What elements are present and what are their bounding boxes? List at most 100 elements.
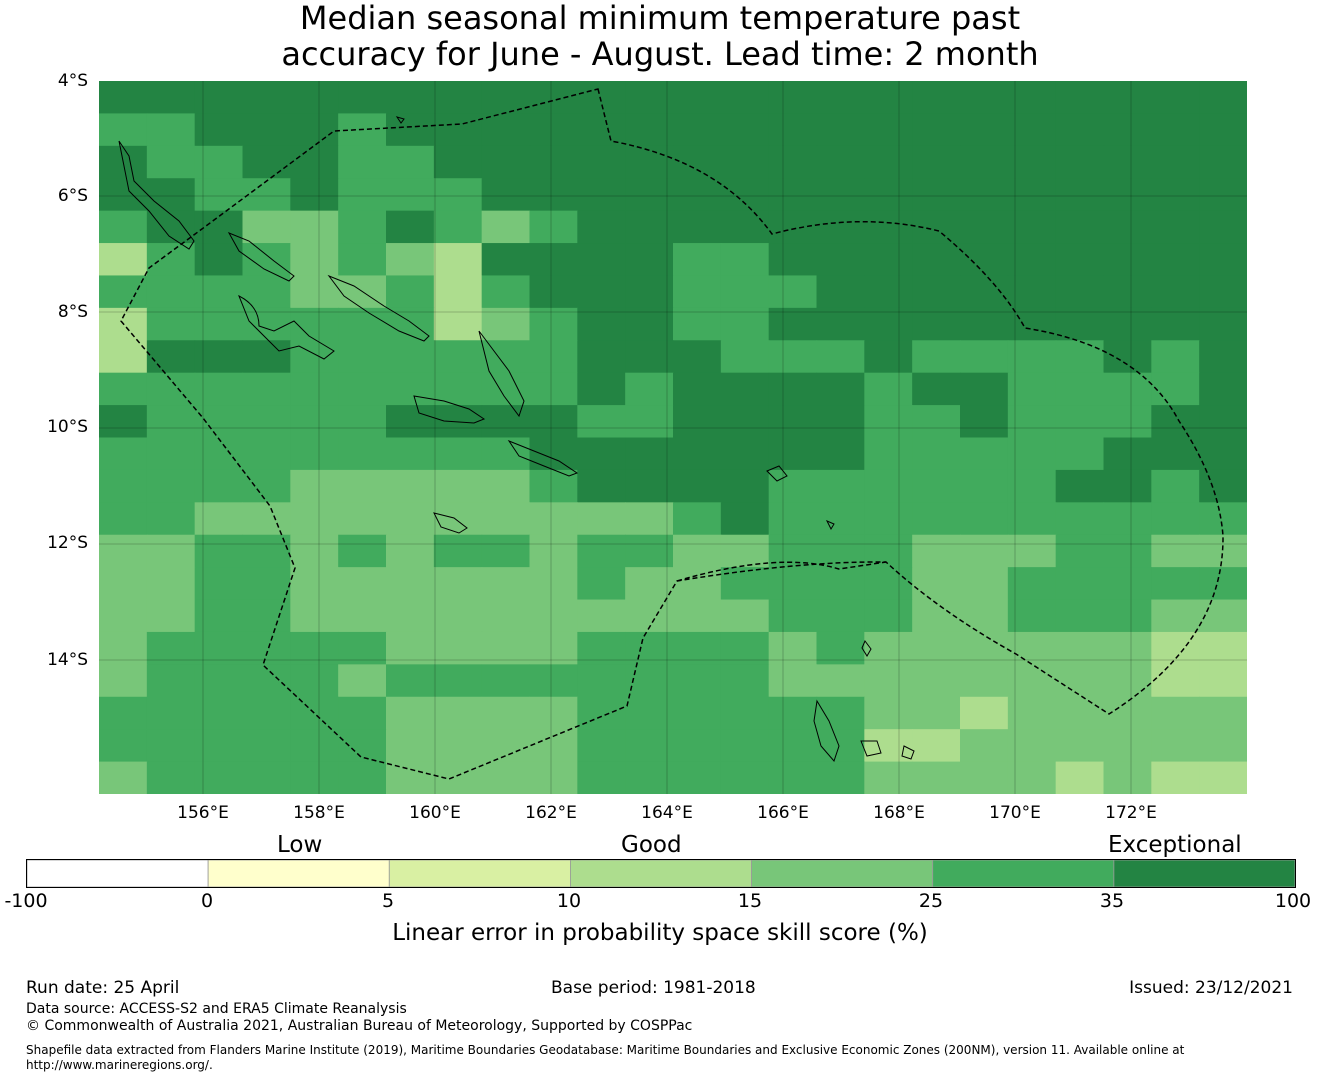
skill-cell <box>768 145 818 179</box>
lon-label-172e: 172°E <box>1105 803 1157 823</box>
skill-cell <box>1055 696 1105 730</box>
skill-cell <box>960 178 1009 212</box>
skill-cell <box>290 178 339 212</box>
colorbar-tick: 15 <box>737 890 763 912</box>
skill-cell <box>1055 113 1105 147</box>
skill-cell <box>338 696 387 730</box>
skill-cell <box>816 178 865 212</box>
skill-cell <box>338 631 387 665</box>
skill-cell <box>1151 210 1200 244</box>
skill-cell <box>433 567 483 601</box>
skill-cell <box>912 469 961 503</box>
choiseul-island <box>227 232 295 282</box>
skill-cell <box>816 307 865 341</box>
skill-cell <box>864 178 913 212</box>
skill-cell <box>99 405 148 439</box>
skill-cell <box>960 145 1009 179</box>
skill-cell <box>242 372 291 406</box>
skill-cell <box>386 761 435 794</box>
skill-cell <box>720 469 770 503</box>
skill-cell <box>1007 145 1057 179</box>
skill-cell <box>529 340 578 374</box>
island-outlines <box>118 116 915 762</box>
skill-cell <box>768 631 818 665</box>
skill-cell <box>433 437 483 471</box>
colorbar-tick: 100 <box>1274 890 1312 912</box>
skill-cell <box>673 664 722 698</box>
skill-cell <box>481 534 531 568</box>
skill-cell <box>99 631 148 665</box>
skill-cell <box>912 437 961 471</box>
skill-cell <box>481 631 531 665</box>
colorbar-segments <box>26 859 1296 888</box>
skill-cell <box>673 761 722 794</box>
lon-label-168e: 168°E <box>873 803 925 823</box>
skill-cell <box>338 210 387 244</box>
skill-cell <box>1151 145 1200 179</box>
skill-cell <box>529 178 578 212</box>
skill-cell <box>338 534 387 568</box>
skill-cell <box>1007 567 1057 601</box>
shapefile-credit-line-1: Shapefile data extracted from Flanders M… <box>26 1043 1185 1057</box>
skill-cell <box>1055 372 1105 406</box>
skill-cell <box>1199 599 1247 633</box>
skill-cell <box>625 696 674 730</box>
skill-cell <box>625 567 674 601</box>
skill-cell <box>1055 567 1105 601</box>
skill-cell <box>673 696 722 730</box>
skill-cell <box>529 145 578 179</box>
skill-cell <box>864 307 913 341</box>
skill-cell <box>194 761 244 794</box>
skill-cell <box>912 178 961 212</box>
skill-cell <box>99 664 148 698</box>
skill-cell <box>577 243 626 277</box>
skill-cell <box>673 307 722 341</box>
skill-cell <box>481 567 531 601</box>
skill-cell <box>290 340 339 374</box>
skill-cell <box>625 178 674 212</box>
skill-cell <box>290 729 339 763</box>
skill-cell <box>1055 599 1105 633</box>
skill-cell <box>1103 729 1152 763</box>
skill-cell <box>146 437 196 471</box>
skill-cell <box>290 372 339 406</box>
skill-cell <box>1055 664 1105 698</box>
skill-cell <box>960 307 1009 341</box>
skill-cell <box>816 113 865 147</box>
skill-cell <box>720 631 770 665</box>
skill-cell <box>146 243 196 277</box>
skill-cell <box>864 81 913 115</box>
skill-cell <box>242 502 291 536</box>
skill-cell <box>577 405 626 439</box>
skill-cell <box>481 761 531 794</box>
skill-cell <box>720 534 770 568</box>
colorbar-segment <box>388 859 571 888</box>
skill-cell <box>481 178 531 212</box>
skill-cell <box>1055 178 1105 212</box>
skill-cell <box>720 437 770 471</box>
skill-cell <box>242 340 291 374</box>
skill-cell <box>1199 567 1247 601</box>
skill-cell <box>816 372 865 406</box>
skill-cell <box>386 275 435 309</box>
skill-cell <box>99 372 148 406</box>
skill-cell <box>673 599 722 633</box>
skill-cell <box>386 567 435 601</box>
skill-cell <box>720 275 770 309</box>
skill-cell <box>99 534 148 568</box>
skill-cell <box>720 729 770 763</box>
skill-cell <box>816 729 865 763</box>
skill-cell <box>864 372 913 406</box>
skill-cell <box>146 567 196 601</box>
skill-cell <box>242 405 291 439</box>
skill-cell <box>386 243 435 277</box>
skill-cell <box>1151 372 1200 406</box>
skill-cell <box>194 696 244 730</box>
skill-cell <box>864 567 913 601</box>
skill-cell <box>1055 502 1105 536</box>
skill-cell <box>1055 307 1105 341</box>
skill-cell <box>99 729 148 763</box>
skill-cell <box>816 145 865 179</box>
skill-cell <box>99 567 148 601</box>
skill-cell <box>625 372 674 406</box>
